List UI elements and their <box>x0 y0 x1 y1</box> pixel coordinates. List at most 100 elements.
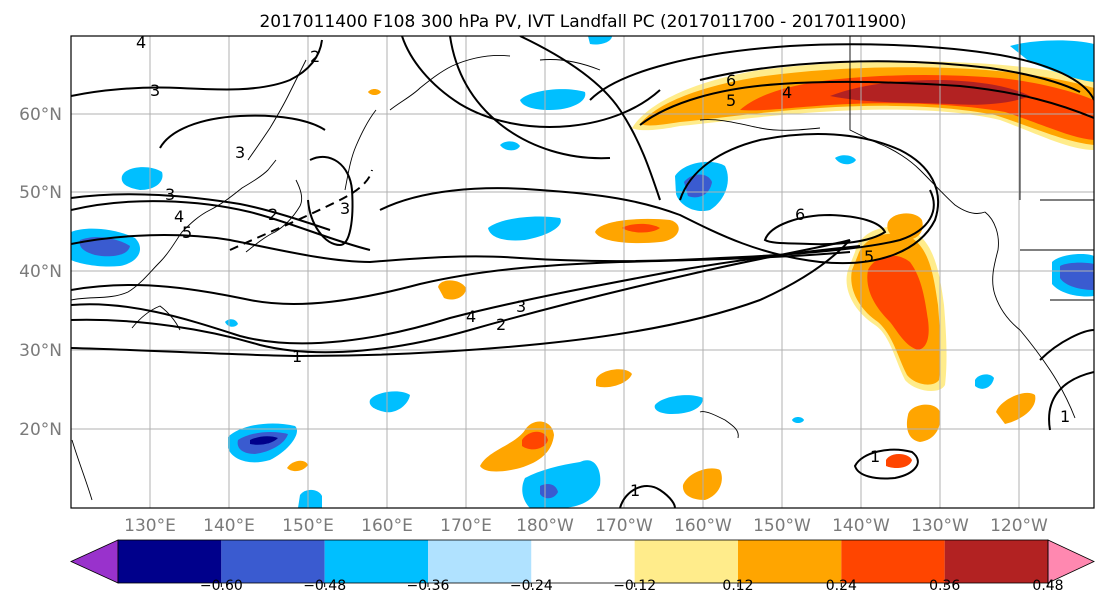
lon-label: 170°W <box>595 516 653 536</box>
contour-label: 5 <box>182 223 192 242</box>
contour-arc-2 <box>449 36 611 160</box>
colorbar-segment <box>738 540 842 583</box>
lon-label: 130°W <box>911 516 969 536</box>
contour-1-east <box>1039 329 1094 431</box>
negative-anomaly-13 <box>225 319 238 327</box>
contour-5 <box>71 189 935 264</box>
colorbar-segment <box>841 540 945 583</box>
positive-anomaly-small-2-red <box>622 223 660 233</box>
contour-label: 1 <box>292 347 302 366</box>
contour-3-nw <box>71 39 323 97</box>
colorbar-segment <box>634 540 738 583</box>
contour-arc-1 <box>401 36 661 129</box>
colorbar: −0.60 −0.48 −0.36 −0.24 −0.12 0.12 0.24 0.36 0.4… <box>70 539 1095 594</box>
colorbar-segment <box>118 540 222 583</box>
negative-anomaly-16 <box>792 417 804 423</box>
positive-anomaly-small-6 <box>682 468 722 500</box>
negative-anomaly-5 <box>369 391 410 413</box>
contour-4-large-loop <box>589 43 1094 101</box>
negative-anomaly-japan-west-blue <box>79 237 130 257</box>
contour-1-sw <box>619 485 676 508</box>
negative-anomaly-11 <box>588 36 612 45</box>
contour-labels: 1 1 1 1 2 2 2 3 3 3 3 3 4 4 4 4 5 5 5 6 … <box>136 36 1070 500</box>
contour-label: 3 <box>150 81 160 100</box>
negative-anomaly-14 <box>500 141 520 151</box>
positive-anomaly-small-7 <box>906 404 941 442</box>
negative-anomaly-2 <box>488 216 561 241</box>
positive-anomaly-small-4 <box>596 369 632 388</box>
map-frame <box>70 35 1095 509</box>
map-area: 1 1 1 1 2 2 2 3 3 3 3 3 4 4 4 4 5 5 5 6 … <box>71 36 1094 508</box>
colorbar-segment <box>428 540 532 583</box>
colorbar-tick-labels: −0.60 −0.48 −0.36 −0.24 −0.12 0.12 0.24 0.36 0.4… <box>200 578 1064 594</box>
negative-anomaly-n-sea <box>121 167 163 190</box>
negative-anomaly-12 <box>298 489 322 508</box>
contour-3-south <box>71 245 861 345</box>
negative-anomaly-3 <box>520 89 586 110</box>
colorbar-segment <box>221 540 325 583</box>
contour-label: 3 <box>165 185 175 204</box>
lon-label: 150°W <box>753 516 811 536</box>
contour-6-alaska <box>699 60 1081 93</box>
map-title: 2017011400 F108 300 hPa PV, IVT Landfall… <box>259 12 906 32</box>
contour-label: 1 <box>870 447 880 466</box>
contour-label: 3 <box>340 199 350 218</box>
contour-label: 6 <box>726 71 736 90</box>
negative-anomaly-9 <box>975 374 994 389</box>
contour-2-south <box>71 239 851 354</box>
contour-label: 1 <box>630 481 640 500</box>
lon-label: 140°E <box>203 516 255 536</box>
contour-label: 4 <box>782 83 792 102</box>
contour-label: 4 <box>466 307 476 326</box>
lat-label: 60°N <box>19 105 62 125</box>
contour-label: 6 <box>795 205 805 224</box>
negative-anomaly-7 <box>522 460 601 508</box>
colorbar-outline <box>117 539 1049 584</box>
pv-contours <box>71 36 1094 508</box>
colorbar-segment <box>531 540 635 583</box>
lon-label: 130°E <box>124 516 176 536</box>
colorbar-extend-low <box>70 539 119 584</box>
lat-label: 20°N <box>19 420 62 440</box>
contour-1-loop-nw <box>307 155 354 247</box>
positive-anomaly-small-5-red <box>522 431 548 450</box>
positive-anomaly-small-9 <box>886 454 912 468</box>
negative-anomaly-8-blue <box>1060 262 1094 290</box>
contour-arc-3 <box>519 36 661 201</box>
lon-label: 150°E <box>282 516 334 536</box>
positive-anomaly-alaska-darkred <box>830 80 1030 105</box>
contour-3-north <box>71 200 371 251</box>
lat-label: 50°N <box>19 183 62 203</box>
contour-label: 4 <box>174 207 184 226</box>
contour-label: 3 <box>516 297 526 316</box>
lon-label: 120°W <box>990 516 1048 536</box>
lon-label: 160°W <box>674 516 732 536</box>
lon-label: 180°W <box>516 516 574 536</box>
longitude-labels: 130°E 140°E 150°E 160°E 170°E 180°W 170°… <box>124 516 1048 536</box>
contour-label: 5 <box>864 247 874 266</box>
lon-label: 160°E <box>361 516 413 536</box>
lon-label: 170°E <box>440 516 492 536</box>
contour-1-dashed <box>229 169 373 251</box>
positive-anomaly-small-10 <box>287 460 308 472</box>
lat-label: 30°N <box>19 341 62 361</box>
colorbar-segment <box>944 540 1048 583</box>
contour-label: 2 <box>496 315 506 334</box>
latitude-labels: 60°N 50°N 40°N 30°N 20°N <box>19 105 62 440</box>
positive-anomaly-small-11 <box>368 89 381 95</box>
contour-5-alaska <box>639 80 1094 126</box>
contour-label: 5 <box>726 91 736 110</box>
negative-anomaly-10 <box>1010 40 1094 82</box>
negative-anomaly-6 <box>654 395 703 414</box>
colorbar-extend-high <box>1047 539 1095 584</box>
contour-1-low <box>853 448 919 480</box>
lon-label: 140°W <box>832 516 890 536</box>
negative-anomaly-15 <box>835 155 856 165</box>
colorbar-segments <box>70 539 1095 584</box>
contour-jet-loop <box>379 133 940 265</box>
contour-1-south <box>71 239 851 358</box>
positive-anomaly-plume-red <box>867 255 929 350</box>
contour-label: 1 <box>1060 407 1070 426</box>
contour-label: 3 <box>235 143 245 162</box>
